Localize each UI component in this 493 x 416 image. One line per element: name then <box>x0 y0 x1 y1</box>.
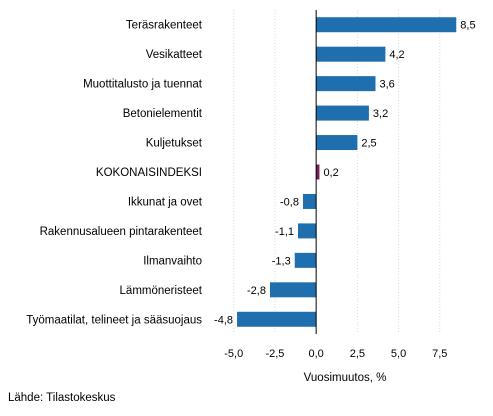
category-label: Betonielementit <box>123 108 203 120</box>
x-tick-label: 0,0 <box>309 348 324 360</box>
value-label: 0,2 <box>323 167 338 179</box>
category-label: Työmaatilat, telineet ja sääsuojaus <box>26 314 202 326</box>
bar <box>316 17 457 33</box>
x-tick-label: -2,5 <box>265 348 284 360</box>
bar <box>269 282 317 298</box>
x-axis-title: Vuosimuutos, % <box>304 372 387 384</box>
x-tick-labels: -5,0 -2,5 0,0 2,5 5,0 7,5 <box>224 348 447 360</box>
category-label: Ikkunat ja ovet <box>128 196 203 208</box>
category-label: Lämmöneristeet <box>120 285 203 297</box>
category-label: Ilmanvaihto <box>143 255 202 267</box>
value-label: -1,1 <box>275 226 294 238</box>
x-tick-label: 2,5 <box>350 348 365 360</box>
x-tick-label: 7,5 <box>432 348 447 360</box>
x-tick-label: 5,0 <box>391 348 406 360</box>
bar <box>298 223 317 239</box>
x-tick-label: -5,0 <box>224 348 243 360</box>
category-label: Teräsrakenteet <box>126 20 203 32</box>
value-label: 3,6 <box>379 79 394 91</box>
bar <box>316 46 386 62</box>
grid-lines <box>233 10 441 334</box>
category-label: KOKONAISINDEKSI <box>96 167 202 179</box>
category-label: Kuljetukset <box>146 138 203 150</box>
value-label: 4,2 <box>389 49 404 61</box>
category-label: Vesikatteet <box>146 49 203 61</box>
value-label: -4,8 <box>214 314 233 326</box>
bar <box>316 76 376 92</box>
value-label: -1,3 <box>272 255 291 267</box>
category-label: Muottitalusto ja tuennat <box>83 79 203 91</box>
category-labels: Teräsrakenteet Vesikatteet Muottitalusto j… <box>26 20 203 327</box>
bar <box>237 311 317 327</box>
bar <box>294 252 317 268</box>
category-label: Rakennusalueen pintarakenteet <box>40 226 203 238</box>
value-label: 3,2 <box>373 108 388 120</box>
value-label: -0,8 <box>280 196 299 208</box>
bar <box>316 135 358 151</box>
bar <box>302 193 317 209</box>
bar <box>316 164 320 180</box>
value-labels: 8,5 4,2 3,6 3,2 2,5 0,2 -0,8 -1,1 -1,3 -2,8 -4,8 <box>214 20 476 327</box>
value-label: 2,5 <box>361 138 376 150</box>
source-note: Lähde: Tilastokeskus <box>8 392 116 404</box>
bar <box>316 105 369 121</box>
value-label: 8,5 <box>460 20 475 32</box>
bars <box>237 17 457 327</box>
value-label: -2,8 <box>247 285 266 297</box>
